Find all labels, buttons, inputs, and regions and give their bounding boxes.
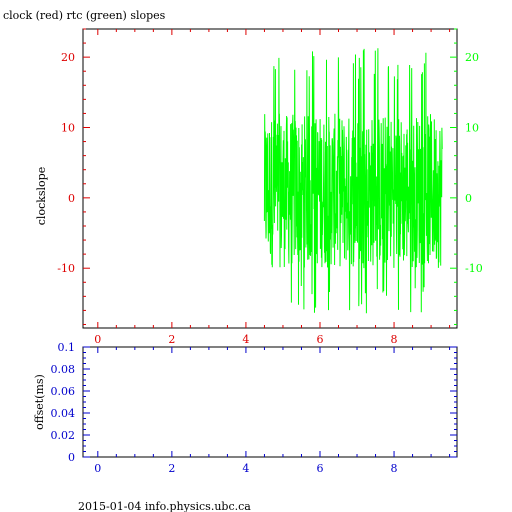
bottom-y-tick-label: 0.06 (51, 385, 76, 398)
top-x-tick-label: 0 (94, 333, 101, 346)
top-y-axis-label: clockslope (35, 167, 48, 225)
bottom-y-tick-label: 0.08 (51, 363, 76, 376)
top-y-tick-label-left: -10 (57, 262, 75, 275)
top-y-tick-label-left: 0 (68, 192, 75, 205)
bottom-x-tick-label: 0 (94, 462, 101, 475)
footer-credit: 2015-01-04 info.physics.ubc.ca (78, 500, 251, 512)
top-plot-frame (82, 28, 458, 329)
bottom-x-tick-label: 6 (316, 462, 323, 475)
chart-title: clock (red) rtc (green) slopes (3, 9, 166, 22)
rtc-series-line (263, 48, 443, 314)
top-y-tick-label-right: 20 (465, 51, 479, 64)
bottom-plot-frame (82, 346, 458, 458)
bottom-y-tick-label: 0.02 (51, 429, 76, 442)
top-x-tick-label: 4 (242, 333, 249, 346)
top-axes-group: 0 2 4 6 8 20 10 0 -10 20 10 0 -10 (57, 28, 483, 346)
rtc-series-group (263, 48, 443, 314)
bottom-y-tick-label: 0.04 (51, 407, 76, 420)
top-y-tick-label-right: 0 (465, 192, 472, 205)
bottom-y-axis-label: offset(ms) (33, 374, 46, 430)
top-y-tick-label-left: 10 (61, 121, 75, 134)
bottom-x-tick-label: 4 (242, 462, 249, 475)
bottom-x-tick-label: 2 (168, 462, 175, 475)
bottom-y-tick-label: 0.1 (58, 341, 76, 354)
top-y-tick-label-left: 20 (61, 51, 75, 64)
bottom-axes-group: 0 2 4 6 8 0.1 0.08 0.06 0.04 0.02 0 (51, 341, 457, 475)
top-x-tick-label: 8 (391, 333, 398, 346)
top-y-tick-label-right: -10 (465, 262, 483, 275)
bottom-y-tick-label: 0 (68, 451, 75, 464)
bottom-x-tick-label: 8 (391, 462, 398, 475)
top-x-tick-label: 2 (168, 333, 175, 346)
top-x-tick-label: 6 (316, 333, 323, 346)
top-y-tick-label-right: 10 (465, 121, 479, 134)
